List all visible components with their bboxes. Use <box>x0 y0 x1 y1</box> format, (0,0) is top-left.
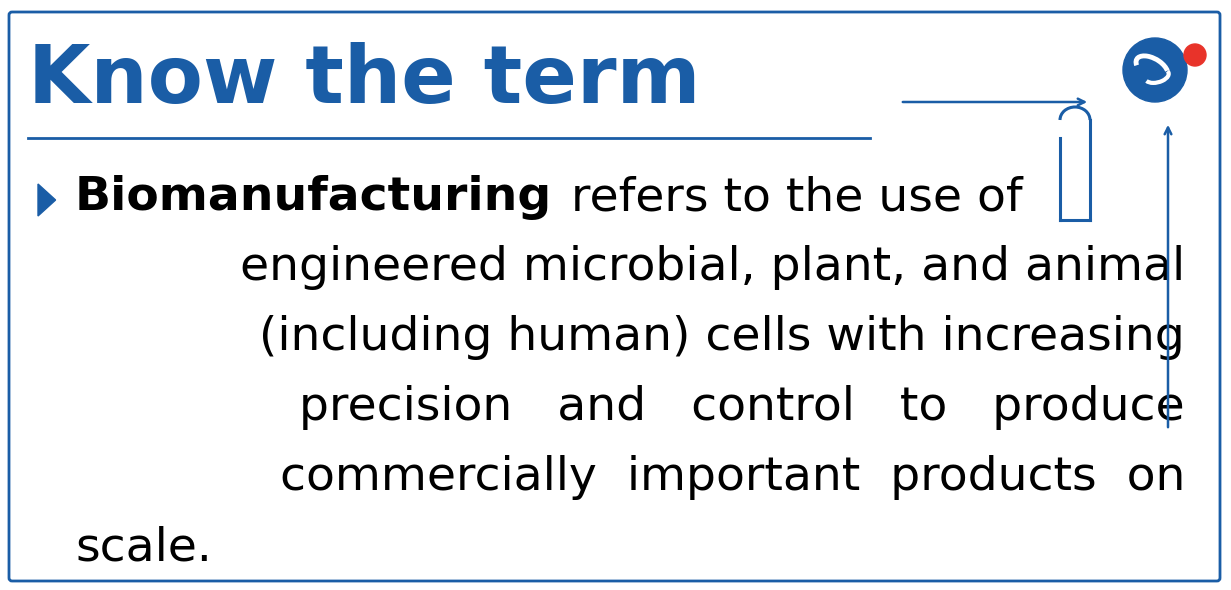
Text: (including human) cells with increasing: (including human) cells with increasing <box>260 316 1185 360</box>
Text: Biomanufacturing: Biomanufacturing <box>75 175 553 221</box>
Text: Know the term: Know the term <box>28 42 700 120</box>
Circle shape <box>1184 44 1206 66</box>
Text: precision   and   control   to   produce: precision and control to produce <box>299 385 1185 431</box>
Text: refers to the use of: refers to the use of <box>556 175 1023 221</box>
Text: commercially  important  products  on: commercially important products on <box>279 455 1185 500</box>
Text: scale.: scale. <box>75 526 212 571</box>
FancyBboxPatch shape <box>9 12 1220 581</box>
Circle shape <box>1123 38 1187 102</box>
Text: engineered microbial, plant, and animal: engineered microbial, plant, and animal <box>240 245 1185 290</box>
Polygon shape <box>38 184 55 216</box>
